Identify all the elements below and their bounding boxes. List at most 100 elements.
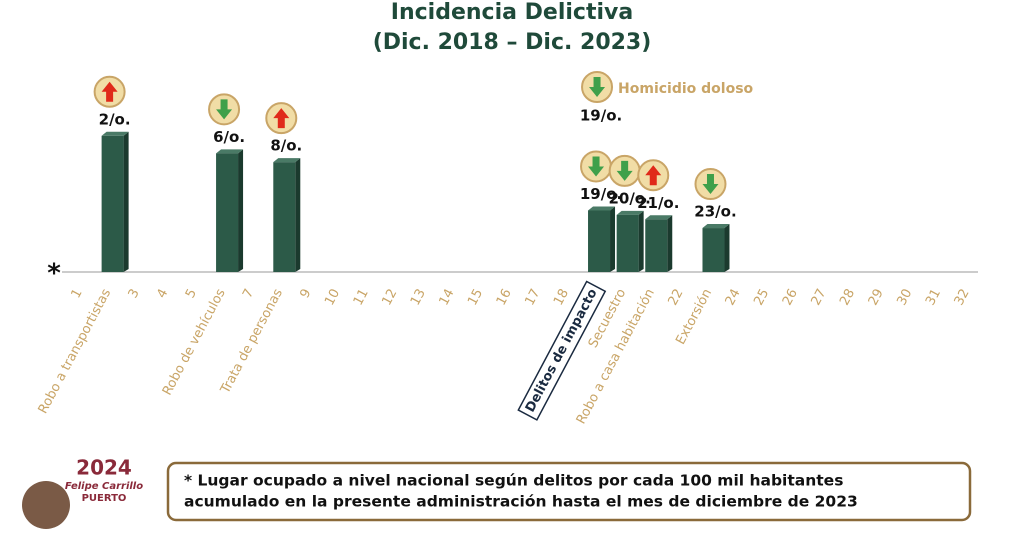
x-tick: 32: [952, 286, 973, 308]
x-tick: 18: [551, 286, 572, 308]
axis-marker: *: [47, 259, 61, 289]
x-tick-label: 9: [297, 286, 314, 300]
x-tick-label: 29: [866, 286, 887, 308]
trend-arrow: [273, 108, 290, 129]
chart-title: Incidencia Delictiva: [391, 0, 633, 25]
value-label: 6/o.: [213, 128, 245, 146]
value-label: 20/o.: [608, 189, 650, 207]
bar-side: [638, 210, 644, 272]
logo-text: PUERTO: [82, 493, 127, 504]
x-tick-label: 24: [723, 286, 744, 308]
bar-top: [216, 149, 244, 154]
x-tick-label: 18: [551, 286, 572, 308]
value-label: 19/o.: [580, 185, 622, 203]
x-tick-label: 13: [408, 286, 429, 308]
bar-side: [295, 158, 301, 272]
x-tick: 9: [297, 286, 314, 300]
x-tick-label: 30: [894, 286, 915, 308]
x-tick: 16: [494, 286, 515, 308]
x-tick-label: 31: [923, 286, 944, 308]
value-label: 21/o.: [637, 194, 679, 212]
x-tick-label: Robo a transportistas: [36, 286, 115, 416]
x-tick: Robo a transportistas: [36, 286, 115, 416]
x-tick-label: 28: [837, 286, 858, 308]
logo-portrait: [22, 481, 70, 529]
note-line: * Lugar ocupado a nivel nacional según d…: [184, 472, 843, 490]
bar-side: [610, 206, 616, 272]
x-tick: 29: [866, 286, 887, 308]
trend-arrow: [216, 99, 233, 120]
bar-top: [101, 131, 129, 136]
bar-side: [724, 224, 730, 272]
trend-arrow: [588, 156, 605, 177]
x-tick: 27: [809, 286, 830, 308]
x-tick-label: 27: [809, 286, 830, 308]
x-tick: 12: [379, 286, 400, 308]
x-tick: 30: [894, 286, 915, 308]
x-tick: 24: [723, 286, 744, 308]
bar: [616, 214, 639, 272]
value-label: 8/o.: [270, 137, 302, 155]
x-tick: Robo de vehículos: [160, 286, 229, 398]
x-tick-label: 32: [952, 286, 973, 308]
x-tick-label: 25: [751, 286, 772, 308]
x-tick: 5: [183, 286, 200, 300]
x-tick-label: Robo de vehículos: [160, 286, 229, 398]
x-tick: 28: [837, 286, 858, 308]
annotation-text: Homicidio doloso: [618, 81, 754, 97]
x-tick: 7: [240, 286, 257, 300]
x-tick-label: 14: [437, 286, 458, 308]
trend-arrow: [702, 174, 719, 195]
x-tick: 4: [154, 286, 171, 300]
x-tick-label: 10: [322, 286, 343, 308]
trend-arrow: [645, 165, 662, 186]
logo-year: 2024: [76, 456, 132, 480]
tick-highlight: [517, 280, 607, 421]
x-tick: 11: [351, 286, 372, 308]
x-tick-label: 3: [126, 286, 143, 300]
x-tick: 17: [522, 286, 543, 308]
trend-arrow: [101, 81, 118, 102]
x-tick: 26: [780, 286, 801, 308]
x-tick-label: 4: [154, 286, 171, 300]
bar-top: [616, 210, 644, 215]
x-tick-label: 16: [494, 286, 515, 308]
x-tick-label: Trata de personas: [218, 286, 286, 397]
x-tick: 31: [923, 286, 944, 308]
value-label: 2/o.: [99, 110, 131, 128]
x-tick-label: 26: [780, 286, 801, 308]
value-label: 23/o.: [694, 203, 736, 221]
bar-top: [588, 206, 616, 211]
bar-side: [123, 131, 129, 272]
trend-arrow: [589, 77, 606, 97]
x-tick: 3: [126, 286, 143, 300]
x-tick: 22: [665, 286, 686, 308]
logo-text: Felipe Carrillo: [65, 481, 143, 492]
chart-subtitle: (Dic. 2018 – Dic. 2023): [373, 30, 652, 55]
value-label: 19/o.: [580, 107, 622, 125]
trend-arrow: [616, 160, 633, 181]
bar: [702, 228, 725, 272]
bar-side: [238, 149, 244, 272]
x-tick: 10: [322, 286, 343, 308]
bar-top: [702, 224, 730, 229]
bar: [216, 153, 239, 272]
x-tick-label: 22: [665, 286, 686, 308]
note-line: acumulado en la presente administración …: [184, 493, 858, 511]
note-box: [166, 461, 972, 522]
x-tick-label: 7: [240, 286, 257, 300]
x-tick: 25: [751, 286, 772, 308]
x-tick-label: 11: [351, 286, 372, 308]
x-tick: 14: [437, 286, 458, 308]
x-tick-label: 1: [68, 286, 85, 300]
bar-top: [645, 215, 673, 220]
bar-side: [667, 215, 673, 272]
x-tick: Trata de personas: [218, 286, 286, 397]
bar: [588, 210, 611, 272]
x-tick: 1: [68, 286, 85, 300]
bar: [101, 135, 124, 272]
bar: [273, 162, 296, 272]
x-tick-label: 12: [379, 286, 400, 308]
x-tick-label: 17: [522, 286, 543, 308]
